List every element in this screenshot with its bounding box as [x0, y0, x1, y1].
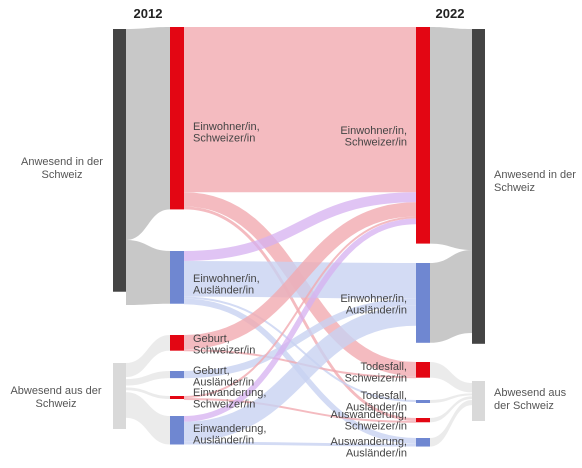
node-R_emig_swiss — [416, 418, 430, 423]
label-R_death_swiss: Todesfall, Schweizer/in — [345, 361, 407, 385]
flow-link-13 — [183, 305, 417, 442]
node-L_foreign — [170, 251, 184, 304]
node-L_birth_swiss — [170, 335, 184, 351]
flow-link-7 — [183, 202, 417, 350]
label-L_swiss: Einwohner/in, Schweizer/in — [193, 121, 260, 145]
node-L_birth_foreign — [170, 371, 184, 379]
group-bars — [113, 29, 485, 429]
connector-right-swiss — [430, 27, 472, 250]
node-R_death_swiss — [416, 362, 430, 378]
right-present-bar — [472, 29, 485, 344]
node-R_emig_foreign — [416, 438, 430, 447]
right-absent-bar — [472, 381, 485, 421]
connector-left-absent-0 — [126, 335, 170, 378]
left-present-bar — [113, 29, 126, 292]
connector-right-absent-1 — [430, 393, 472, 403]
label-L_imm_swiss: Einwanderung, Schweizer/in — [193, 387, 266, 411]
connector-left-swiss — [126, 27, 170, 240]
year-left: 2012 — [134, 6, 163, 21]
connector-left-foreign — [126, 240, 170, 305]
label-R_death_foreign: Todesfall, Ausländer/in — [346, 390, 407, 414]
left-absent-label: Abwesend aus der Schweiz — [10, 385, 101, 410]
flow-nodes — [170, 27, 430, 447]
label-R_foreign: Einwohner/in, Ausländer/in — [340, 293, 407, 317]
left-absent-bar — [113, 363, 126, 429]
flow-link-3 — [183, 192, 417, 261]
connector-left-absent-3 — [126, 392, 170, 445]
connector-left-absent-2 — [126, 387, 170, 399]
node-L_imm_swiss — [170, 396, 184, 399]
label-R_emig_foreign: Auswanderung, Ausländer/in — [331, 436, 407, 460]
flow-link-9 — [183, 298, 417, 379]
label-L_birth_foreign: Geburt, Ausländer/in — [193, 365, 254, 389]
flow-link-10 — [183, 216, 417, 398]
right-absent-label: Abwesend aus der Schweiz — [494, 387, 567, 412]
node-R_swiss — [416, 27, 430, 244]
right-present-label: Anwesend in der Schweiz — [494, 169, 576, 194]
node-R_death_foreign — [416, 400, 430, 403]
label-L_birth_swiss: Geburt, Schweizer/in — [193, 333, 255, 357]
connector-left-absent-1 — [126, 371, 170, 386]
flow-link-14 — [183, 441, 417, 447]
connector-right-foreign — [430, 250, 472, 343]
flow-link-12 — [183, 218, 417, 422]
node-L_swiss — [170, 27, 184, 210]
node-R_foreign — [416, 263, 430, 343]
group-connectors — [126, 27, 472, 447]
year-right: 2022 — [436, 6, 465, 21]
label-L_imm_foreign: Einwanderung, Ausländer/in — [193, 423, 266, 447]
node-labels: Einwohner/in, Schweizer/in Einwohner/in, Au… — [193, 121, 407, 460]
connector-right-absent-3 — [430, 399, 472, 447]
flow-link-5 — [183, 296, 417, 402]
label-R_swiss: Einwohner/in, Schweizer/in — [340, 125, 407, 149]
node-L_imm_foreign — [170, 416, 184, 445]
connector-right-absent-2 — [430, 396, 472, 423]
connector-right-absent-0 — [430, 362, 472, 393]
flow-link-11 — [183, 398, 417, 423]
flow-link-2 — [183, 206, 417, 421]
left-present-label: Anwesend in der Schweiz — [21, 156, 103, 181]
label-R_emig_swiss: Auswanderung, Schweizer/in — [331, 409, 407, 433]
label-L_foreign: Einwohner/in, Ausländer/in — [193, 273, 260, 297]
flow-links — [183, 27, 417, 447]
